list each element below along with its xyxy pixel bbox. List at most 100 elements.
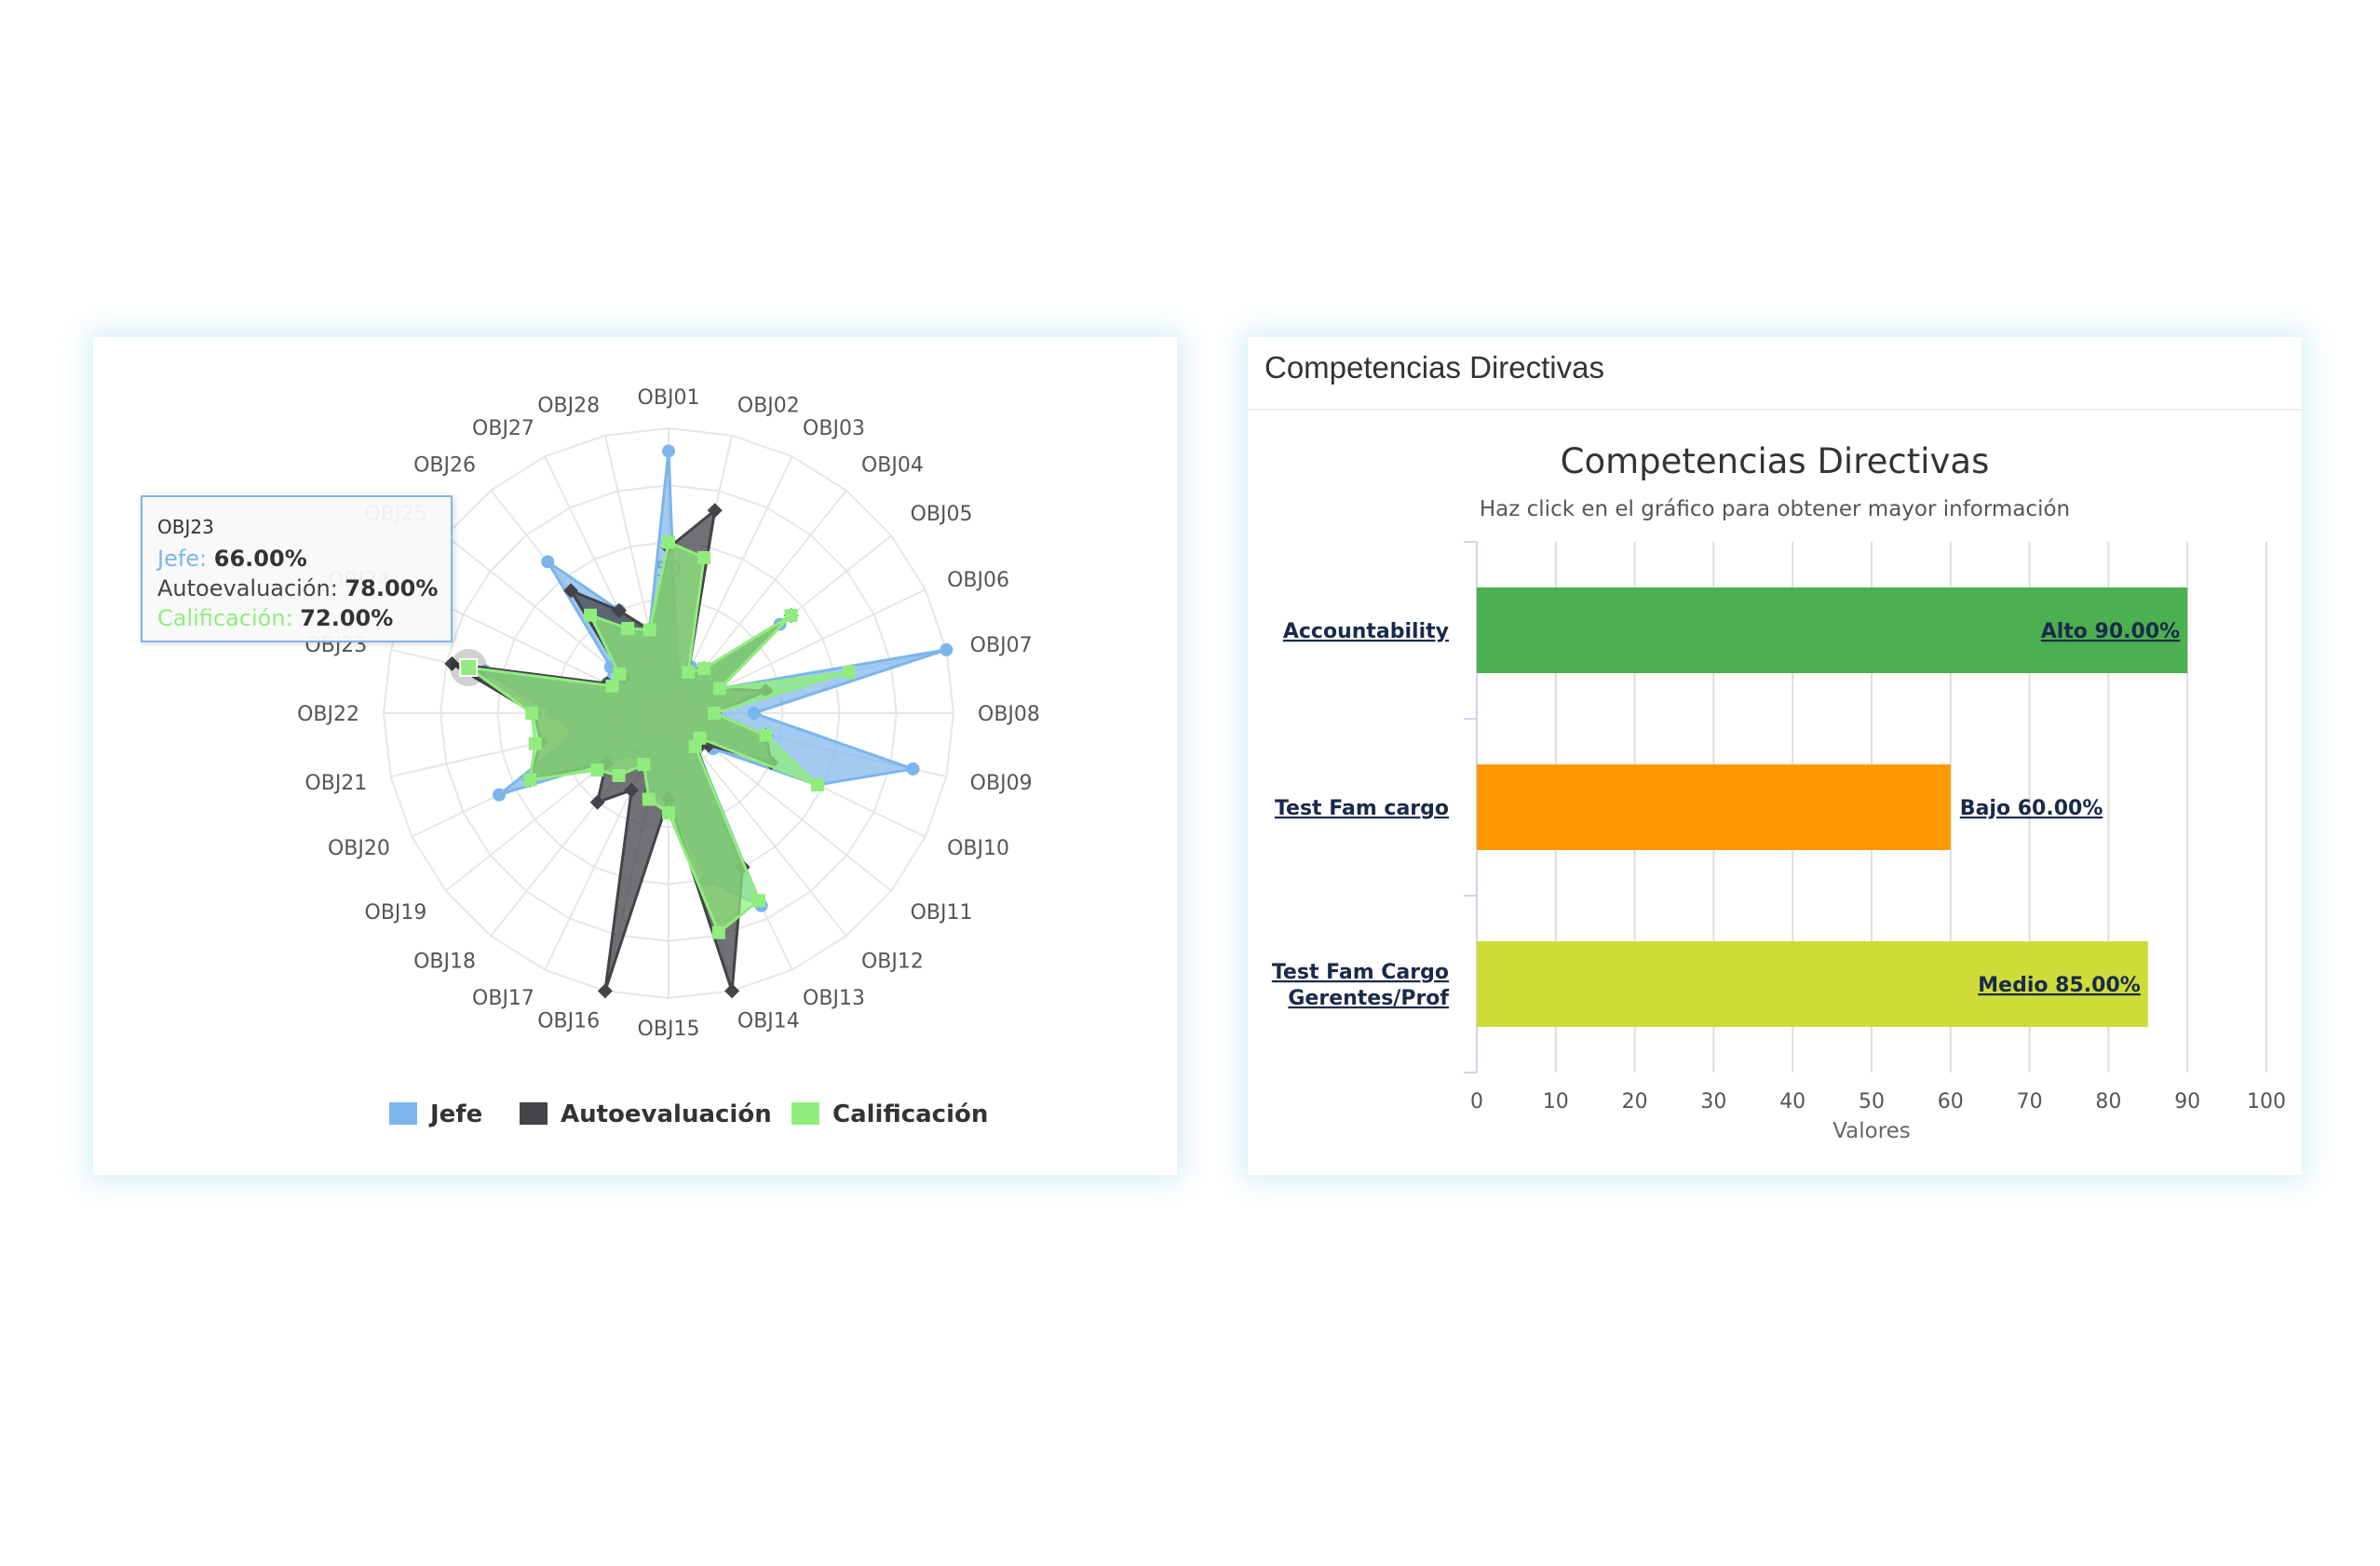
- x-tick-label: 20: [1622, 1090, 1648, 1114]
- radar-category-label: OBJ08: [978, 703, 1040, 726]
- x-tick-label: 70: [2017, 1090, 2043, 1114]
- radar-point[interactable]: [697, 662, 711, 676]
- radar-point[interactable]: [642, 792, 656, 806]
- chart-subtitle: Haz click en el gráfico para obtener may…: [1480, 497, 2070, 521]
- radar-category-label: OBJ09: [970, 772, 1033, 795]
- x-tick-label: 40: [1779, 1090, 1805, 1114]
- radar-point[interactable]: [701, 737, 717, 753]
- radar-point[interactable]: [940, 642, 953, 656]
- category-label[interactable]: Test Fam cargo: [1275, 797, 1449, 820]
- radar-point[interactable]: [842, 665, 856, 679]
- radar-point[interactable]: [590, 763, 604, 777]
- radar-tooltip: OBJ23 Jefe: 66.00% Autoevaluación: 78.00…: [141, 495, 453, 642]
- panel-title: Competencias Directivas: [1264, 350, 1604, 385]
- radar-point[interactable]: [759, 728, 773, 742]
- tooltip-series-name: Calificación: [157, 605, 286, 631]
- radar-category-label: OBJ03: [803, 417, 865, 440]
- radar-series-2: [462, 535, 856, 939]
- bar[interactable]: [1477, 587, 2188, 673]
- radar-category-label: OBJ14: [737, 1010, 800, 1033]
- radar-point[interactable]: [724, 983, 740, 999]
- radar-point[interactable]: [711, 925, 725, 939]
- x-axis-label: Valores: [1832, 1119, 1911, 1143]
- radar-point[interactable]: [444, 655, 460, 671]
- radar-point[interactable]: [605, 679, 619, 693]
- radar-point[interactable]: [612, 768, 626, 782]
- radar-point[interactable]: [621, 622, 635, 636]
- legend-label: Calificación: [832, 1100, 988, 1128]
- radar-category-label: OBJ22: [297, 703, 359, 726]
- category-label[interactable]: Accountability: [1283, 620, 1449, 643]
- radar-point[interactable]: [563, 583, 579, 599]
- radar-point[interactable]: [528, 736, 542, 750]
- radar-category-label: OBJ07: [970, 634, 1033, 657]
- x-tick-label: 10: [1543, 1090, 1569, 1114]
- radar-chart-panel: 050OBJ01OBJ02OBJ03OBJ04OBJ05OBJ06OBJ07OB…: [93, 337, 1177, 1175]
- radar-point[interactable]: [707, 707, 721, 720]
- radar-point[interactable]: [662, 535, 675, 549]
- data-label: Bajo 60.00%: [1960, 797, 2103, 820]
- category-label-line: Gerentes/Prof: [1288, 987, 1449, 1010]
- bar[interactable]: [1477, 764, 1951, 850]
- data-label: Medio 85.00%: [1978, 974, 2141, 997]
- tooltip-category: OBJ23: [157, 516, 214, 538]
- category-label-line: Test Fam cargo: [1275, 797, 1449, 820]
- legend-item-1[interactable]: Autoevaluación: [520, 1100, 772, 1128]
- radar-point[interactable]: [751, 894, 765, 908]
- radar-point[interactable]: [682, 665, 696, 679]
- radar-category-label: OBJ11: [911, 901, 973, 925]
- radar-point[interactable]: [523, 773, 537, 787]
- radar-category-label: OBJ05: [911, 503, 973, 526]
- radar-category-label: OBJ20: [328, 837, 390, 860]
- legend-item-0[interactable]: Jefe: [389, 1100, 482, 1128]
- radar-chart[interactable]: 050OBJ01OBJ02OBJ03OBJ04OBJ05OBJ06OBJ07OB…: [93, 337, 1177, 1175]
- radar-category-label: OBJ01: [638, 386, 700, 410]
- radar-point[interactable]: [525, 707, 539, 720]
- x-tick-label: 90: [2174, 1090, 2200, 1114]
- radar-category-label: OBJ19: [365, 901, 427, 925]
- radar-hover-point: [459, 657, 479, 677]
- category-label-line: Accountability: [1283, 620, 1449, 643]
- bar-chart-panel: Competencias Directivas Competencias Dir…: [1248, 337, 2302, 1175]
- tooltip-row-jefe: Jefe: 66.00%: [157, 546, 307, 572]
- radar-point[interactable]: [662, 806, 675, 820]
- tooltip-series-name: Autoevaluación: [157, 575, 331, 601]
- radar-point[interactable]: [613, 668, 627, 682]
- bar[interactable]: [1477, 941, 2148, 1027]
- radar-point[interactable]: [662, 444, 675, 458]
- category-label[interactable]: Test Fam Cargo Gerentes/Prof: [1272, 961, 1450, 1010]
- radar-point[interactable]: [642, 623, 656, 637]
- radar-point[interactable]: [493, 788, 507, 802]
- radar-category-label: OBJ15: [638, 1018, 700, 1041]
- radar-point[interactable]: [810, 778, 824, 792]
- radar-category-label: OBJ04: [861, 453, 924, 477]
- radar-point[interactable]: [624, 782, 640, 798]
- bar-chart[interactable]: Competencias Directivas Haz click en el g…: [1248, 337, 2302, 1175]
- radar-point[interactable]: [589, 794, 605, 810]
- x-tick-label: 100: [2247, 1090, 2286, 1114]
- x-tick-label: 30: [1700, 1090, 1726, 1114]
- tooltip-series-value: 72.00%: [300, 605, 394, 631]
- radar-category-label: OBJ06: [947, 569, 1009, 592]
- radar-category-label: OBJ13: [803, 987, 865, 1010]
- radar-point[interactable]: [688, 739, 702, 753]
- radar-category-label: OBJ26: [413, 453, 476, 477]
- radar-point[interactable]: [906, 762, 920, 776]
- legend-swatch: [791, 1102, 819, 1125]
- radar-point[interactable]: [697, 550, 711, 564]
- radar-category-label: OBJ16: [537, 1010, 600, 1033]
- radar-point[interactable]: [707, 503, 723, 519]
- radar-point[interactable]: [597, 983, 613, 999]
- radar-point[interactable]: [584, 608, 598, 622]
- x-tick-label: 50: [1859, 1090, 1885, 1114]
- legend-label: Autoevaluación: [561, 1100, 772, 1128]
- radar-point[interactable]: [541, 555, 555, 569]
- radar-point[interactable]: [784, 609, 798, 623]
- legend-swatch: [389, 1102, 417, 1125]
- radar-point[interactable]: [637, 758, 651, 772]
- radar-point[interactable]: [747, 707, 761, 720]
- radar-point[interactable]: [611, 602, 627, 618]
- legend-item-2[interactable]: Calificación: [791, 1100, 988, 1128]
- radar-point[interactable]: [713, 682, 727, 695]
- x-tick-label: 60: [1938, 1090, 1964, 1114]
